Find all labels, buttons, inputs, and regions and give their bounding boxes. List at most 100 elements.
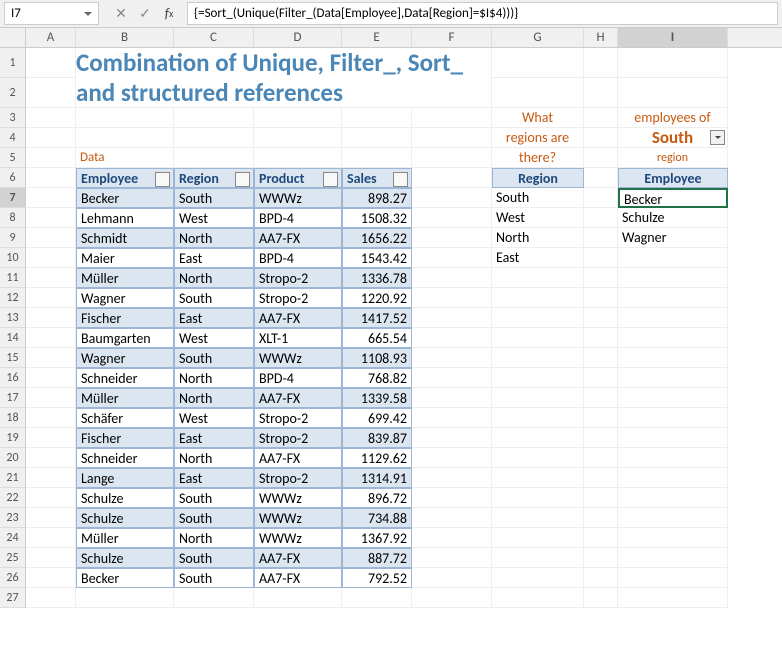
region-value[interactable] (492, 308, 584, 328)
row-header[interactable]: 9 (0, 228, 26, 248)
dropdown-icon[interactable] (710, 130, 725, 145)
region-value[interactable]: South (492, 188, 584, 208)
data-employee[interactable]: Maier (76, 248, 174, 268)
cell[interactable] (26, 448, 76, 468)
cell[interactable] (26, 48, 76, 78)
data-employee[interactable]: Becker (76, 188, 174, 208)
employee-result[interactable] (618, 448, 728, 468)
row-header[interactable]: 13 (0, 308, 26, 328)
region-value[interactable] (492, 348, 584, 368)
cell[interactable] (174, 148, 254, 168)
cell[interactable] (26, 428, 76, 448)
cell[interactable] (584, 588, 618, 608)
cell[interactable] (412, 568, 492, 588)
region-value[interactable] (492, 568, 584, 588)
employee-result[interactable]: Becker (618, 188, 728, 208)
data-region[interactable]: South (174, 508, 254, 528)
row-header[interactable]: 25 (0, 548, 26, 568)
cell[interactable] (584, 228, 618, 248)
employee-result[interactable] (618, 428, 728, 448)
data-employee[interactable]: Fischer (76, 308, 174, 328)
col-header[interactable]: H (584, 28, 618, 47)
cell[interactable] (584, 148, 618, 168)
cell[interactable] (412, 448, 492, 468)
cell[interactable] (584, 568, 618, 588)
data-product[interactable]: BPD-4 (254, 368, 342, 388)
data-employee[interactable]: Wagner (76, 348, 174, 368)
data-sales[interactable]: 1129.62 (342, 448, 412, 468)
data-region[interactable]: West (174, 208, 254, 228)
data-sales[interactable]: 1543.42 (342, 248, 412, 268)
cell[interactable] (584, 48, 618, 78)
data-sales[interactable]: 1339.58 (342, 388, 412, 408)
data-product[interactable]: Stropo-2 (254, 408, 342, 428)
table-header-region[interactable]: Region (174, 168, 254, 188)
data-product[interactable]: Stropo-2 (254, 288, 342, 308)
data-product[interactable]: AA7-FX (254, 568, 342, 588)
cell[interactable] (26, 328, 76, 348)
cell[interactable] (584, 288, 618, 308)
col-header[interactable]: A (26, 28, 76, 47)
data-region[interactable]: North (174, 528, 254, 548)
cell[interactable] (584, 528, 618, 548)
col-header[interactable]: C (174, 28, 254, 47)
data-product[interactable]: Stropo-2 (254, 268, 342, 288)
data-region[interactable]: North (174, 388, 254, 408)
row-header[interactable]: 1 (0, 48, 26, 78)
cell[interactable] (584, 108, 618, 128)
row-header[interactable]: 8 (0, 208, 26, 228)
column-headers[interactable]: A B C D E F G H I (0, 28, 782, 48)
data-region[interactable]: North (174, 228, 254, 248)
cell[interactable] (584, 428, 618, 448)
cell[interactable] (26, 268, 76, 288)
cell[interactable] (412, 468, 492, 488)
cell[interactable] (584, 328, 618, 348)
data-product[interactable]: WWWz (254, 488, 342, 508)
cell[interactable] (254, 108, 342, 128)
data-sales[interactable]: 887.72 (342, 548, 412, 568)
cell[interactable] (584, 308, 618, 328)
cell[interactable] (26, 168, 76, 188)
cell[interactable] (412, 388, 492, 408)
cell[interactable] (412, 148, 492, 168)
data-product[interactable]: AA7-FX (254, 388, 342, 408)
data-region[interactable]: East (174, 308, 254, 328)
data-region[interactable]: South (174, 348, 254, 368)
row-header[interactable]: 26 (0, 568, 26, 588)
region-value[interactable] (492, 488, 584, 508)
data-region[interactable]: North (174, 448, 254, 468)
region-value[interactable] (492, 408, 584, 428)
cell[interactable] (254, 128, 342, 148)
cell[interactable] (342, 588, 412, 608)
cell[interactable] (412, 548, 492, 568)
region-value[interactable] (492, 528, 584, 548)
data-product[interactable]: XLT-1 (254, 328, 342, 348)
cell[interactable] (26, 588, 76, 608)
employee-result[interactable]: Schulze (618, 208, 728, 228)
data-region[interactable]: East (174, 248, 254, 268)
cell[interactable] (26, 128, 76, 148)
cell[interactable] (76, 588, 174, 608)
cell[interactable] (412, 228, 492, 248)
data-employee[interactable]: Schneider (76, 368, 174, 388)
region-value[interactable] (492, 268, 584, 288)
cell[interactable] (26, 368, 76, 388)
cell[interactable] (342, 148, 412, 168)
data-product[interactable]: BPD-4 (254, 248, 342, 268)
employee-result[interactable] (618, 548, 728, 568)
data-product[interactable]: AA7-FX (254, 228, 342, 248)
row-header[interactable]: 4 (0, 128, 26, 148)
data-sales[interactable]: 1367.92 (342, 528, 412, 548)
cell[interactable] (584, 388, 618, 408)
cell[interactable] (26, 228, 76, 248)
cell[interactable] (26, 148, 76, 168)
cancel-icon[interactable]: ✕ (109, 3, 133, 25)
region-value[interactable] (492, 448, 584, 468)
row-header[interactable]: 19 (0, 428, 26, 448)
cell[interactable] (492, 78, 584, 108)
data-employee[interactable]: Schneider (76, 448, 174, 468)
data-region[interactable]: North (174, 268, 254, 288)
row-header[interactable]: 16 (0, 368, 26, 388)
data-employee[interactable]: Becker (76, 568, 174, 588)
col-header[interactable]: F (412, 28, 492, 47)
